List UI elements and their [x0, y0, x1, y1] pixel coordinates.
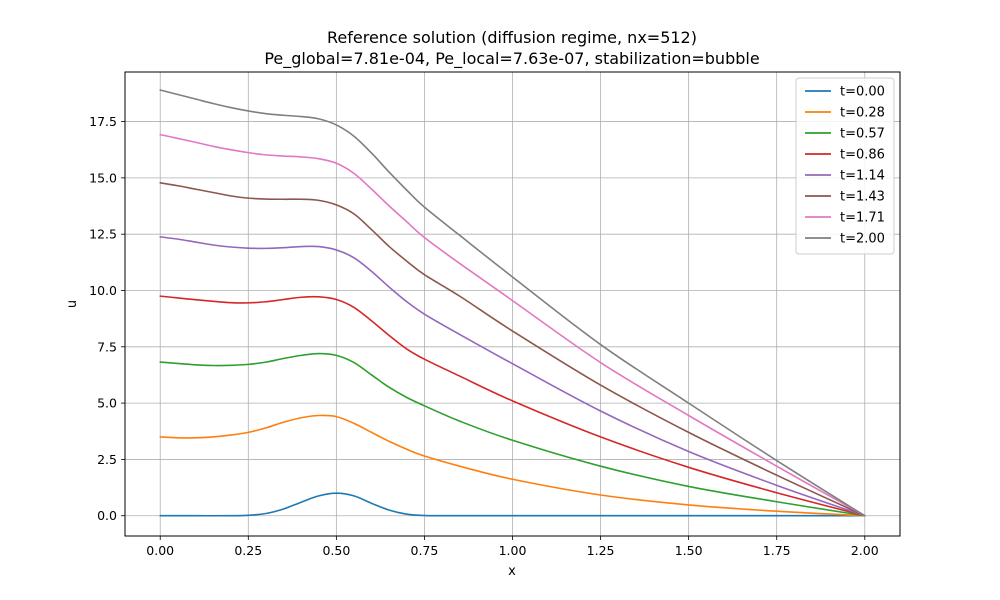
legend-label: t=0.86 [840, 148, 885, 163]
series-line-t=0.00 [159, 492, 866, 517]
x-tick-label: 1.50 [675, 543, 703, 558]
y-tick-label: 12.5 [89, 227, 117, 242]
legend-label: t=1.71 [840, 211, 885, 226]
series-line-t=1.43 [159, 182, 866, 517]
x-tick-label: 0.75 [411, 543, 439, 558]
x-tick-label: 2.00 [851, 543, 879, 558]
legend-label: t=2.00 [840, 232, 885, 247]
y-tick-label: 10.0 [89, 283, 117, 298]
y-tick-label: 0.0 [97, 508, 117, 523]
y-tick-label: 2.5 [97, 452, 117, 467]
x-tick-label: 1.25 [587, 543, 615, 558]
series-line-t=1.14 [159, 236, 866, 517]
y-axis-ticks: 0.0 2.5 5.0 7.5 10.0 12.5 15.0 17.5 [89, 114, 125, 523]
x-axis-ticks: 0.00 0.25 0.50 0.75 1.00 1.25 1.50 1.75 2.00 [146, 536, 879, 558]
x-tick-label: 1.00 [499, 543, 527, 558]
series-line-t=0.86 [159, 295, 866, 517]
y-axis-label: u [65, 300, 80, 308]
legend-box [795, 77, 895, 255]
x-tick-label: 0.25 [234, 543, 262, 558]
series-line-t=0.28 [159, 414, 866, 517]
x-tick-label: 0.00 [146, 543, 174, 558]
x-tick-label: 0.50 [322, 543, 350, 558]
y-tick-label: 17.5 [89, 114, 117, 129]
chart-title-line-2: Pe_global=7.81e-04, Pe_local=7.63e-07, s… [264, 49, 759, 69]
series-line-t=2.00 [159, 89, 866, 517]
x-tick-label: 1.75 [763, 543, 791, 558]
y-tick-label: 5.0 [97, 396, 117, 411]
legend-label: t=1.14 [840, 169, 885, 184]
series-line-t=1.71 [159, 133, 866, 517]
y-tick-label: 7.5 [97, 339, 117, 354]
legend-label: t=0.28 [840, 106, 885, 121]
legend-label: t=0.00 [840, 85, 885, 100]
series-lines [159, 89, 866, 517]
legend: t=0.00 t=0.28 t=0.57 t=0.86 t=1.14 t=1.43 t=1.… [795, 77, 895, 255]
y-tick-label: 15.0 [89, 170, 117, 185]
legend-label: t=1.43 [840, 190, 885, 205]
chart-title-line-1: Reference solution (diffusion regime, nx… [327, 28, 697, 47]
x-axis-label: x [508, 564, 516, 579]
series-line-t=0.57 [159, 352, 866, 517]
legend-label: t=0.57 [840, 127, 885, 142]
